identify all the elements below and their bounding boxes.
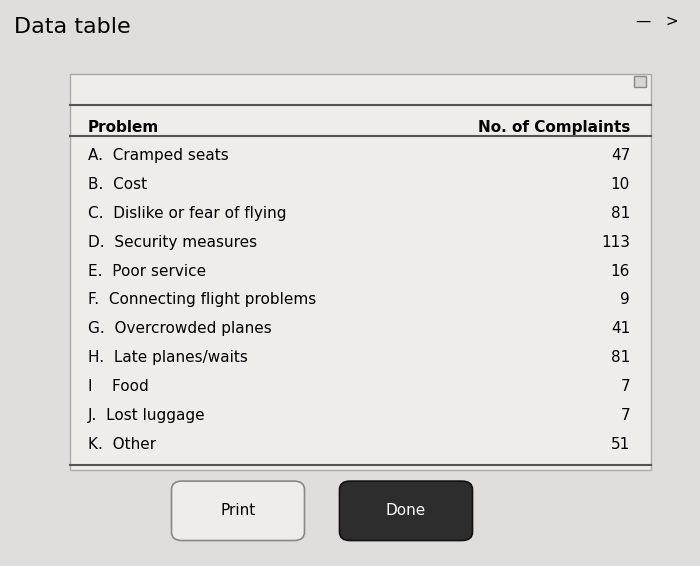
Text: B.  Cost: B. Cost [88, 177, 146, 192]
Text: 47: 47 [610, 148, 630, 164]
Text: —   >: — > [636, 14, 679, 29]
Text: F.  Connecting flight problems: F. Connecting flight problems [88, 293, 316, 307]
Text: E.  Poor service: E. Poor service [88, 264, 206, 278]
Text: Done: Done [386, 503, 426, 518]
Text: J.  Lost luggage: J. Lost luggage [88, 408, 205, 423]
Text: 10: 10 [610, 177, 630, 192]
Text: Print: Print [220, 503, 256, 518]
Text: 113: 113 [601, 235, 630, 250]
Text: H.  Late planes/waits: H. Late planes/waits [88, 350, 247, 365]
Text: D.  Security measures: D. Security measures [88, 235, 257, 250]
Text: C.  Dislike or fear of flying: C. Dislike or fear of flying [88, 206, 286, 221]
FancyBboxPatch shape [340, 481, 472, 541]
Text: 81: 81 [610, 350, 630, 365]
Text: Problem: Problem [88, 120, 159, 135]
Text: 41: 41 [610, 321, 630, 336]
Text: 51: 51 [610, 436, 630, 452]
Text: K.  Other: K. Other [88, 436, 155, 452]
Text: 16: 16 [610, 264, 630, 278]
Text: A.  Cramped seats: A. Cramped seats [88, 148, 228, 164]
Text: Data table: Data table [14, 17, 131, 37]
Text: I    Food: I Food [88, 379, 148, 394]
Text: 7: 7 [620, 379, 630, 394]
Text: 9: 9 [620, 293, 630, 307]
FancyBboxPatch shape [172, 481, 304, 541]
FancyBboxPatch shape [70, 74, 651, 470]
Bar [634, 76, 646, 87]
Text: G.  Overcrowded planes: G. Overcrowded planes [88, 321, 272, 336]
Text: 81: 81 [610, 206, 630, 221]
Text: 7: 7 [620, 408, 630, 423]
Text: No. of Complaints: No. of Complaints [477, 120, 630, 135]
